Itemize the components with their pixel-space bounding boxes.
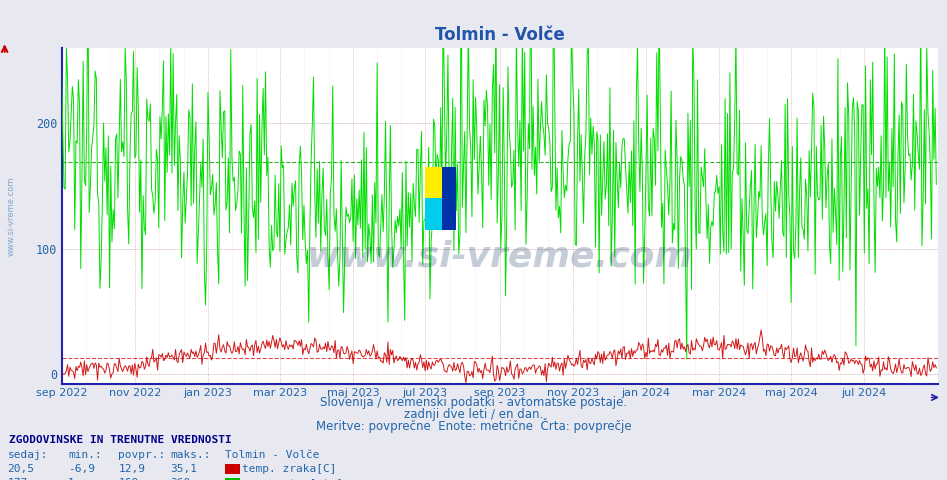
Text: Meritve: povprečne  Enote: metrične  Črta: povprečje: Meritve: povprečne Enote: metrične Črta:… [315,418,632,432]
Bar [425,198,442,230]
Text: maks.:: maks.: [170,450,211,460]
Text: www.si-vreme.com: www.si-vreme.com [307,240,692,273]
Text: 1: 1 [68,478,75,480]
Text: sedaj:: sedaj: [8,450,48,460]
Text: 35,1: 35,1 [170,464,198,474]
Text: povpr.:: povpr.: [118,450,166,460]
Text: -6,9: -6,9 [68,464,96,474]
Text: 20,5: 20,5 [8,464,35,474]
Text: min.:: min.: [68,450,102,460]
Text: 177: 177 [8,478,27,480]
Text: smer vetra[st.]: smer vetra[st.] [242,478,344,480]
Title: Tolmin - Volče: Tolmin - Volče [435,25,564,44]
Text: Tolmin - Volče: Tolmin - Volče [225,450,320,460]
Text: 12,9: 12,9 [118,464,146,474]
Text: www.si-vreme.com: www.si-vreme.com [7,176,16,256]
Polygon shape [442,167,456,230]
Text: Slovenija / vremenski podatki - avtomatske postaje.: Slovenija / vremenski podatki - avtomats… [320,396,627,408]
Text: ZGODOVINSKE IN TRENUTNE VREDNOSTI: ZGODOVINSKE IN TRENUTNE VREDNOSTI [9,434,232,444]
Text: 169: 169 [118,478,138,480]
Text: zadnji dve leti / en dan.: zadnji dve leti / en dan. [403,408,544,420]
Text: 360: 360 [170,478,190,480]
Text: temp. zraka[C]: temp. zraka[C] [242,464,337,474]
Bar [425,167,442,198]
